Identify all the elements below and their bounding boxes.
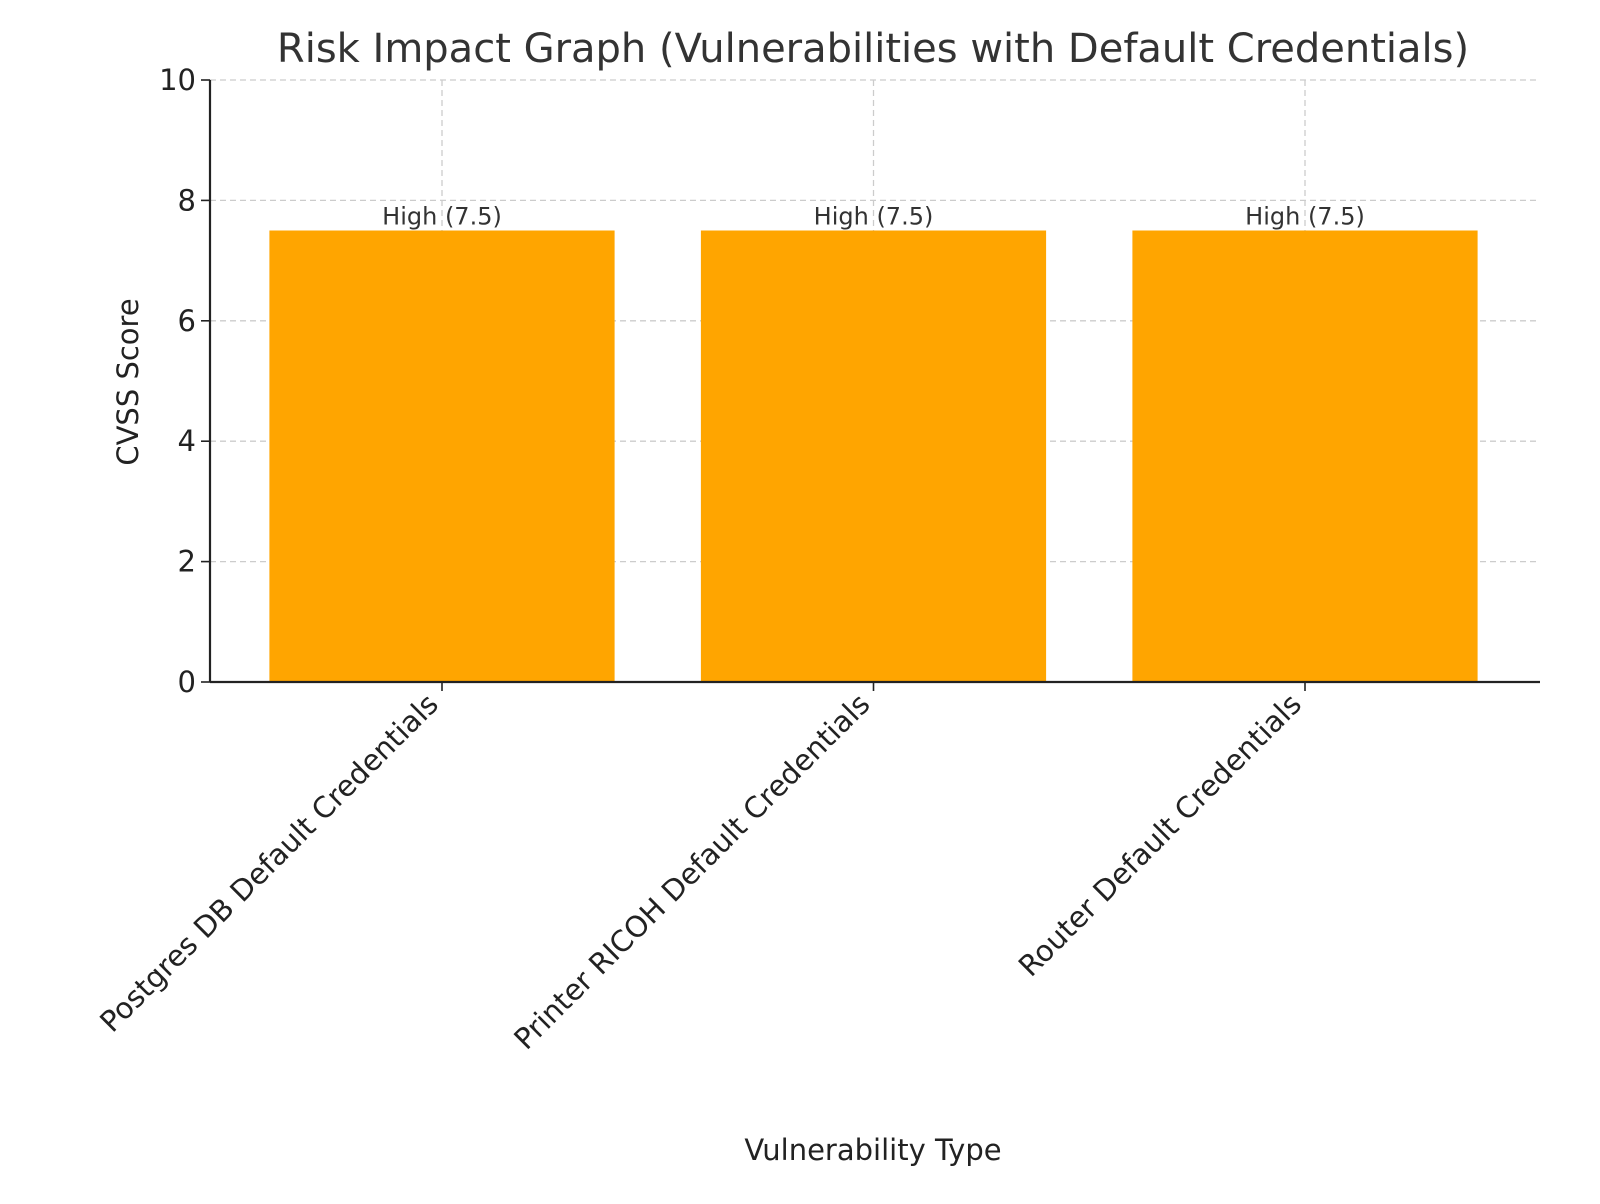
bar-value-label: High (7.5) xyxy=(1245,203,1365,231)
y-tick-label: 10 xyxy=(159,63,196,97)
bar xyxy=(700,230,1047,682)
x-tick-label: Router Default Credentials xyxy=(1012,687,1308,983)
axes xyxy=(208,80,1540,684)
x-tick-label: Printer RICOH Default Credentials xyxy=(507,687,876,1056)
y-tick-label: 0 xyxy=(178,665,196,699)
bars xyxy=(269,230,1478,682)
bar-labels: High (7.5) High (7.5) High (7.5) xyxy=(382,203,1365,231)
y-tick-label: 4 xyxy=(178,424,196,458)
bar xyxy=(269,230,615,682)
bar-value-label: High (7.5) xyxy=(382,203,502,231)
bar xyxy=(1132,230,1478,682)
y-axis-title: CVSS Score xyxy=(111,298,145,465)
y-tick-label: 8 xyxy=(178,183,196,217)
bar-value-label: High (7.5) xyxy=(814,203,934,231)
y-tick-label: 6 xyxy=(178,304,196,338)
chart-title: Risk Impact Graph (Vulnerabilities with … xyxy=(277,26,1469,72)
x-axis-title: Vulnerability Type xyxy=(744,1133,1001,1167)
x-tick-label: Postgres DB Default Credentials xyxy=(93,687,445,1039)
y-tick-label: 2 xyxy=(178,545,196,579)
